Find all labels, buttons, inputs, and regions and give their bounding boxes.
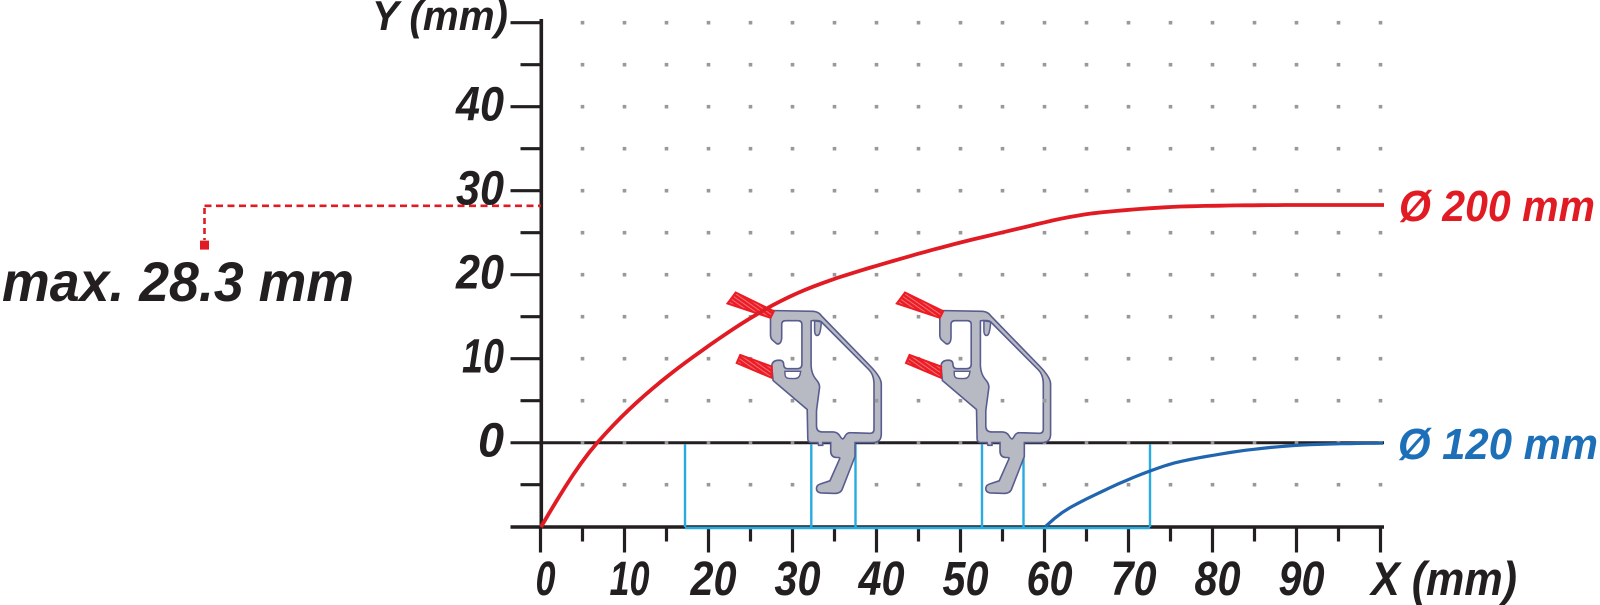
svg-text:20: 20 — [455, 247, 504, 300]
svg-text:0: 0 — [536, 553, 556, 605]
svg-text:20: 20 — [690, 553, 737, 605]
svg-text:30: 30 — [775, 553, 821, 605]
svg-text:10: 10 — [610, 553, 650, 605]
svg-text:40: 40 — [858, 553, 905, 605]
svg-text:10: 10 — [462, 331, 504, 384]
svg-text:Ø 120 mm: Ø 120 mm — [1398, 420, 1598, 469]
svg-text:max. 28.3 mm: max. 28.3 mm — [2, 250, 354, 313]
svg-text:50: 50 — [943, 553, 989, 605]
svg-text:40: 40 — [455, 79, 504, 132]
svg-text:Ø 200 mm: Ø 200 mm — [1399, 182, 1595, 231]
svg-text:0: 0 — [478, 415, 504, 468]
svg-text:70: 70 — [1111, 553, 1157, 605]
svg-text:60: 60 — [1027, 553, 1073, 605]
svg-text:90: 90 — [1279, 553, 1325, 605]
svg-text:Y (mm): Y (mm) — [372, 0, 508, 39]
svg-text:X (mm): X (mm) — [1368, 552, 1517, 605]
svg-text:80: 80 — [1195, 553, 1241, 605]
svg-text:30: 30 — [456, 163, 504, 216]
